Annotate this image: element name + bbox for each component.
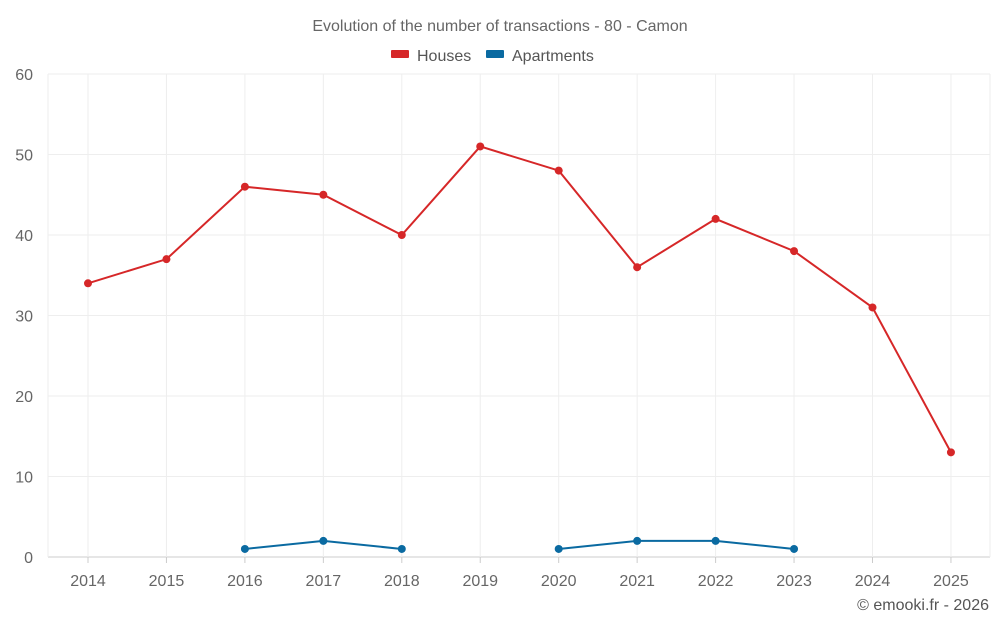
series-line-houses: [87, 145, 952, 453]
data-point-houses[interactable]: [397, 231, 406, 239]
data-point-apartments[interactable]: [240, 544, 249, 553]
x-tick-label: 2018: [384, 573, 420, 590]
data-point-apartments[interactable]: [711, 536, 720, 545]
data-point-houses[interactable]: [868, 303, 877, 312]
data-point-houses[interactable]: [476, 142, 485, 151]
x-tick-label: 2022: [698, 573, 734, 590]
y-tick-label: 40: [15, 228, 33, 245]
data-point-houses[interactable]: [84, 279, 92, 288]
legend-swatch-houses: [391, 50, 409, 58]
x-tick-label: 2017: [306, 573, 342, 590]
y-axis: 0 10 20 30 40 50 60: [15, 67, 33, 567]
y-tick-label: 60: [15, 67, 33, 84]
legend-label-apartments[interactable]: Apartments: [512, 48, 594, 65]
x-tick-label: 2014: [70, 573, 106, 590]
series-layer: [84, 142, 955, 553]
y-tick-label: 20: [15, 389, 33, 406]
x-tick-label: 2020: [541, 573, 577, 590]
legend-swatch-apartments: [486, 50, 504, 58]
y-tick-label: 50: [15, 148, 33, 165]
data-point-houses[interactable]: [240, 182, 249, 191]
legend-label-houses[interactable]: Houses: [417, 48, 471, 65]
credit-text: © emooki.fr - 2026: [857, 597, 989, 614]
series-line-apartments: [558, 539, 795, 550]
x-tick-label: 2023: [776, 573, 812, 590]
x-tick-label: 2021: [619, 573, 655, 590]
data-point-apartments[interactable]: [790, 544, 799, 553]
y-tick-label: 0: [24, 550, 33, 567]
data-point-houses[interactable]: [946, 448, 955, 457]
x-tick-label: 2025: [933, 573, 969, 590]
data-point-houses[interactable]: [711, 214, 720, 223]
data-point-houses[interactable]: [554, 166, 563, 175]
grid: [47, 73, 991, 558]
data-point-apartments[interactable]: [633, 536, 642, 545]
data-point-apartments[interactable]: [397, 544, 406, 553]
data-point-houses[interactable]: [790, 247, 799, 256]
x-tick-label: 2019: [462, 573, 498, 590]
x-tick-label: 2016: [227, 573, 263, 590]
y-tick-label: 10: [15, 470, 33, 487]
x-tick-label: 2015: [149, 573, 185, 590]
x-axis: 2014 2015 2016 2017 2018 2019 2020 2021 2022 2023…: [70, 557, 969, 590]
y-tick-label: 30: [15, 309, 33, 326]
chart-title: Evolution of the number of transactions …: [312, 18, 687, 35]
data-point-houses[interactable]: [319, 190, 328, 199]
data-point-apartments[interactable]: [319, 536, 328, 545]
data-point-apartments[interactable]: [554, 544, 563, 553]
x-tick-label: 2024: [855, 573, 891, 590]
data-point-houses[interactable]: [162, 255, 171, 264]
data-point-houses[interactable]: [633, 263, 642, 272]
legend: Houses Apartments: [391, 48, 594, 65]
